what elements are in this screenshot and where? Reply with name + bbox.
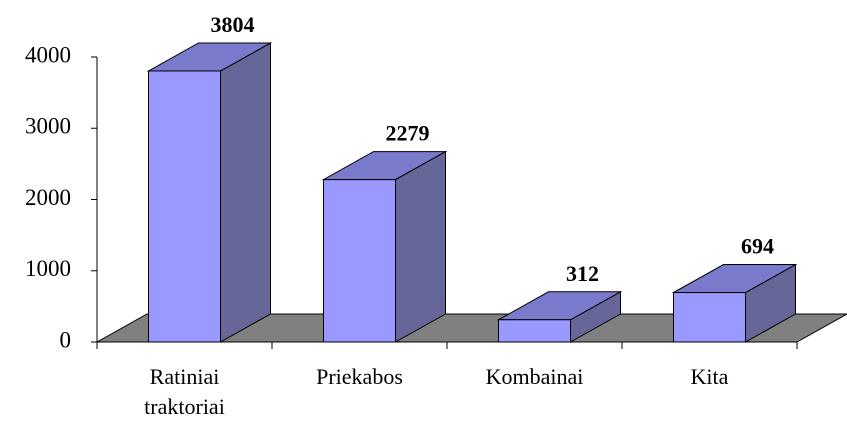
x-tick-label: Kombainai — [485, 364, 584, 389]
y-tick-label: 0 — [60, 327, 72, 352]
y-tick-label: 4000 — [25, 42, 71, 67]
bar — [321, 150, 448, 343]
x-tick-label: Kita — [690, 364, 729, 389]
bar-side — [220, 42, 271, 343]
value-label: 2279 — [386, 121, 430, 146]
x-label-box: Ratiniai traktoriai — [144, 364, 225, 419]
value-label: 694 — [741, 234, 774, 259]
value-label: 3804 — [211, 12, 255, 37]
bar-front — [498, 319, 571, 343]
bar-front — [323, 179, 396, 343]
x-label-box: Priekabos — [316, 364, 403, 389]
x-tick-label: Ratiniai traktoriai — [144, 364, 225, 419]
bar — [146, 42, 273, 343]
x-label-box: Kombainai — [485, 364, 584, 389]
bar — [671, 263, 798, 343]
bar-front — [673, 292, 746, 343]
y-tick-label: 1000 — [25, 256, 71, 281]
bar-front — [148, 70, 221, 343]
y-tick-label: 3000 — [25, 114, 71, 139]
bar-side — [395, 150, 446, 343]
bar — [496, 290, 623, 343]
y-tick-label: 2000 — [25, 185, 71, 210]
x-tick-label: Priekabos — [316, 364, 403, 389]
x-label-box: Kita — [690, 364, 729, 389]
value-label: 312 — [566, 261, 599, 286]
